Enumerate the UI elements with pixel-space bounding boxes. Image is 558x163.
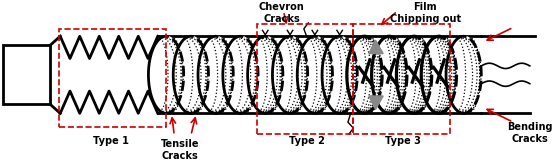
Bar bbox=[59, 29, 166, 127]
Bar bbox=[353, 24, 450, 134]
Text: Chevron
Cracks: Chevron Cracks bbox=[259, 2, 305, 24]
Text: Tensile
Cracks: Tensile Cracks bbox=[161, 139, 199, 161]
Text: Type 2: Type 2 bbox=[288, 136, 325, 146]
Polygon shape bbox=[223, 36, 258, 113]
Polygon shape bbox=[148, 36, 184, 113]
Polygon shape bbox=[369, 40, 383, 54]
Bar bbox=[257, 24, 353, 134]
Text: Film
Chipping out: Film Chipping out bbox=[389, 2, 461, 24]
Polygon shape bbox=[421, 36, 456, 113]
Polygon shape bbox=[396, 36, 432, 113]
Polygon shape bbox=[198, 36, 233, 113]
Polygon shape bbox=[248, 36, 283, 113]
Polygon shape bbox=[297, 36, 333, 113]
Text: Bending
Cracks: Bending Cracks bbox=[507, 122, 552, 144]
Text: Type 1: Type 1 bbox=[93, 136, 129, 146]
Bar bbox=[3, 45, 50, 104]
Text: Type 3: Type 3 bbox=[385, 136, 421, 146]
Polygon shape bbox=[173, 36, 209, 113]
Polygon shape bbox=[369, 96, 383, 109]
Polygon shape bbox=[347, 36, 382, 113]
Polygon shape bbox=[372, 36, 407, 113]
Polygon shape bbox=[272, 36, 307, 113]
Polygon shape bbox=[322, 36, 357, 113]
Polygon shape bbox=[446, 36, 482, 113]
